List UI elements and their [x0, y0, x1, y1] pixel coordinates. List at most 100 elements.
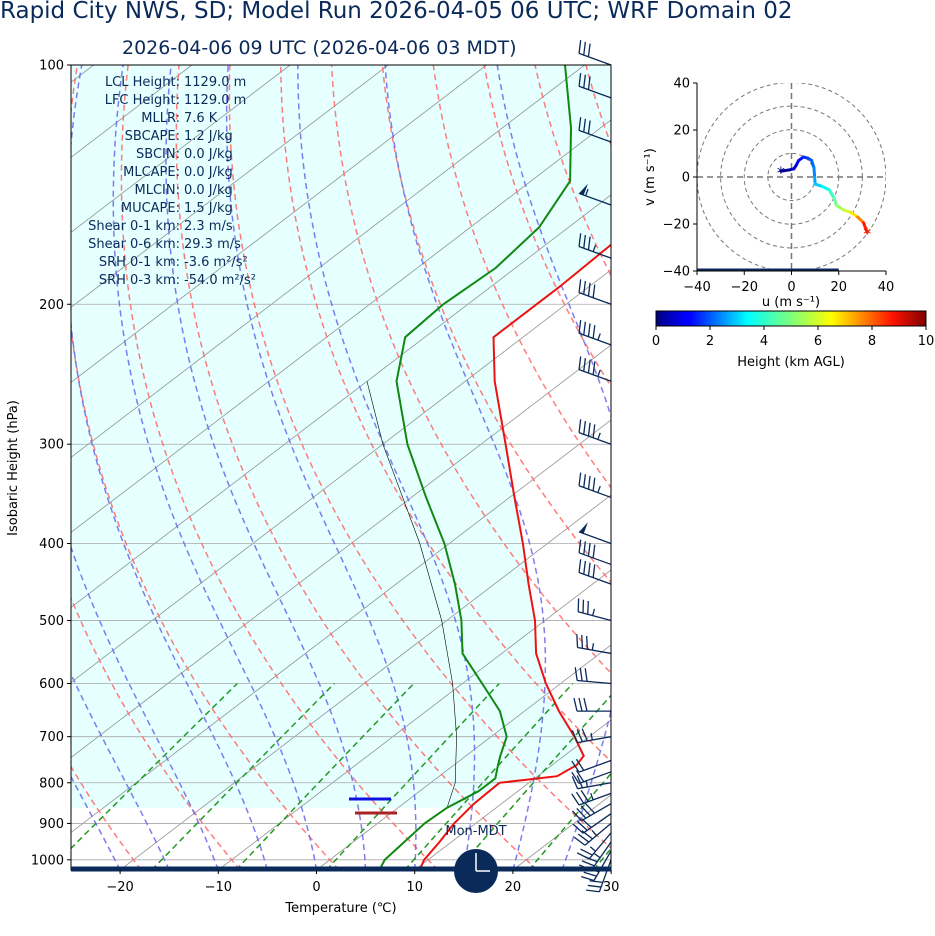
barb-shaft — [577, 611, 612, 622]
barb-full — [592, 325, 596, 339]
wind-barb — [571, 758, 612, 773]
isotherm-line — [71, 65, 389, 308]
clock-label: Mon-MDT — [445, 824, 506, 839]
barb-full — [587, 43, 591, 57]
barb-full — [587, 120, 591, 134]
index-label: MLCAPE: — [123, 165, 180, 180]
dry-adiabat — [637, 65, 935, 870]
colorbar-tick-label: 10 — [918, 334, 935, 349]
barb-shaft — [578, 792, 612, 806]
y-tick-label: 300 — [39, 438, 64, 453]
dry-adiabat — [891, 65, 935, 870]
dry-adiabat — [688, 65, 935, 870]
index-label: MUCAPE: — [121, 201, 180, 216]
barb-full — [587, 884, 602, 888]
wind-barb — [571, 802, 612, 822]
barb-full — [583, 234, 587, 249]
wind-barb — [578, 539, 612, 566]
barb-full — [577, 833, 590, 843]
barb-full — [580, 805, 591, 817]
isotherm-lines — [71, 65, 611, 870]
wind-barb — [578, 233, 612, 259]
barb-full — [578, 356, 582, 370]
barb-shaft — [598, 859, 612, 892]
isotherm-line — [71, 65, 291, 233]
barb-shaft — [578, 129, 612, 143]
wind-barb — [578, 40, 612, 66]
index-label: LCL Height: — [105, 75, 180, 90]
barb-half — [590, 732, 593, 741]
barb-full — [578, 233, 582, 247]
index-label: LFC Height: — [105, 93, 180, 108]
moist-adiabat — [71, 775, 121, 870]
stability-indices: LCL Height: 1129.0 m LFC Height: 1129.0 m ML… — [88, 75, 256, 288]
y-tick-label: 400 — [39, 537, 64, 552]
moist-adiabat — [610, 868, 611, 870]
barb-shaft — [578, 52, 612, 66]
wind-barb — [578, 279, 612, 305]
moist-adiabat — [165, 65, 367, 870]
barb-shaft — [588, 832, 612, 860]
isotherm-line — [610, 869, 611, 870]
wind-barb — [573, 822, 612, 846]
index-label: Shear 0-1 km: — [88, 219, 180, 234]
index-value: 7.6 K — [184, 111, 218, 126]
barb-full — [592, 477, 596, 492]
wind-barb — [577, 598, 612, 622]
barb-full — [575, 791, 585, 804]
moist-adiabat — [297, 65, 476, 870]
barb-full — [578, 72, 582, 87]
barb-full — [578, 539, 582, 553]
wind-barb — [574, 667, 612, 685]
barb-full — [580, 790, 589, 802]
hodo-y-label: v (m s⁻¹) — [643, 148, 658, 206]
barb-flag — [579, 183, 588, 195]
wind-barb — [578, 183, 612, 206]
barb-shaft — [578, 531, 612, 545]
colorbar-tick-label: 0 — [652, 334, 660, 349]
barb-full — [581, 875, 595, 882]
index-label: SBCIN: — [136, 147, 180, 162]
dry-adiabat — [71, 65, 340, 870]
barb-full — [583, 697, 588, 712]
hodo-x-tick-label: −20 — [731, 280, 758, 295]
barb-full — [572, 823, 584, 834]
barb-shaft — [577, 782, 612, 790]
barb-full — [586, 635, 589, 650]
barb-full — [571, 810, 583, 822]
barb-shaft — [578, 332, 612, 346]
x-tick-label: 20 — [505, 880, 522, 895]
barb-half — [593, 853, 601, 859]
mixing-ratio-line — [641, 684, 794, 871]
isotherm-line — [316, 644, 611, 870]
barb-full — [587, 422, 591, 437]
cape-region — [71, 65, 611, 808]
barb-full — [583, 541, 587, 555]
dry-adiabat — [483, 65, 611, 388]
page-title: Rapid City NWS, SD; Model Run 2026-04-05… — [0, 0, 793, 24]
barb-full — [592, 544, 596, 559]
x-tick-label: −20 — [106, 880, 133, 895]
hodo-x-tick-label: −40 — [683, 280, 710, 295]
mixing-ratio-line — [235, 682, 415, 870]
barb-full — [587, 562, 591, 577]
barb-full — [574, 667, 578, 681]
barb-full — [587, 282, 591, 297]
barb-half — [591, 829, 597, 837]
barb-full — [573, 836, 586, 846]
barb-half — [597, 333, 601, 341]
barb-full — [580, 848, 593, 856]
barb-full — [584, 668, 588, 682]
hodo-x-tick-label: 0 — [787, 280, 795, 295]
hodo-y-tick-label: −20 — [663, 218, 690, 233]
barb-full — [576, 775, 584, 789]
lcl-lfc-markers — [349, 797, 397, 815]
barb-full — [576, 852, 590, 860]
index-value: -54.0 m²/s² — [184, 273, 256, 288]
barb-full — [578, 279, 582, 293]
wind-barb — [578, 117, 612, 143]
barb-half — [590, 793, 594, 801]
dry-adiabat — [739, 65, 935, 870]
y-tick-label: 900 — [39, 817, 64, 832]
barb-half — [591, 643, 595, 651]
